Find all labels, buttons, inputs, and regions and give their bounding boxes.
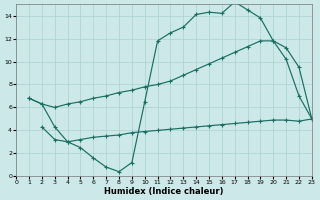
X-axis label: Humidex (Indice chaleur): Humidex (Indice chaleur)	[104, 187, 224, 196]
